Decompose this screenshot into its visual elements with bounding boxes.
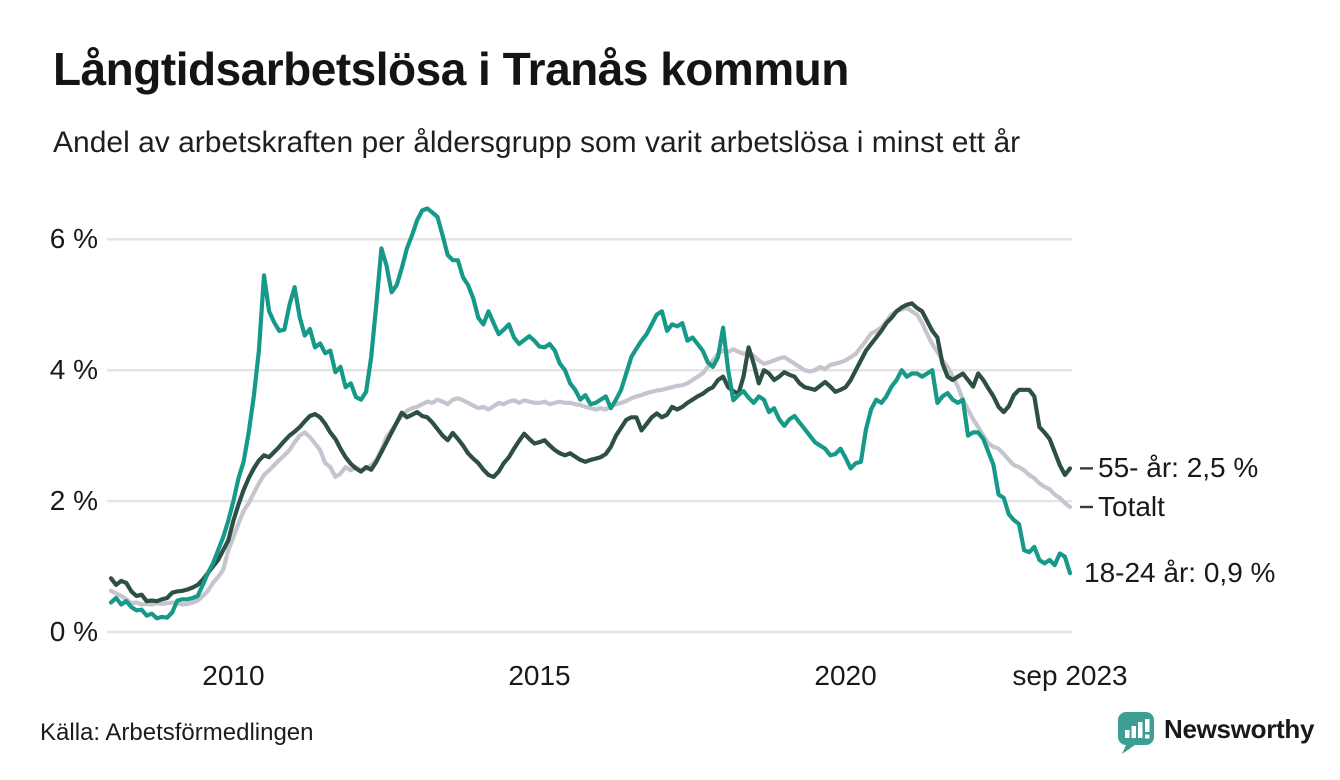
y-axis-tick-0: 0 %: [49, 616, 98, 647]
x-axis-tick-sep-2023: sep 2023: [1012, 660, 1128, 691]
y-axis-tick-2: 2 %: [49, 485, 98, 517]
source-note: Källa: Arbetsförmedlingen: [40, 719, 314, 746]
y-axis-tick-4: 4 %: [49, 354, 98, 386]
x-axis-tick-2015: 2015: [508, 660, 571, 691]
series-label-55-plus: 55- år: 2,5 %: [1098, 452, 1259, 483]
x-axis-tick-2010: 2010: [202, 660, 265, 691]
x-axis-tick-2020: 2020: [814, 660, 877, 691]
series-line-totalt: [108, 305, 1073, 607]
chart-subtitle: Andel av arbetskraften per åldersgrupp s…: [53, 126, 1021, 159]
newsworthy-bubble-icon: [1118, 712, 1154, 754]
series-label-18-24: 18-24 år: 0,9 %: [1084, 557, 1276, 588]
series-line-18-24-r: [108, 206, 1073, 621]
newsworthy-logo: Newsworthy: [1116, 710, 1314, 754]
series-line-55-r: [108, 301, 1073, 604]
newsworthy-wordmark: Newsworthy: [1164, 713, 1315, 744]
page-title: Långtidsarbetslösa i Tranås kommun: [53, 43, 849, 95]
y-axis-tick-6: 6 %: [49, 223, 98, 255]
series-label-totalt: Totalt: [1098, 491, 1165, 522]
